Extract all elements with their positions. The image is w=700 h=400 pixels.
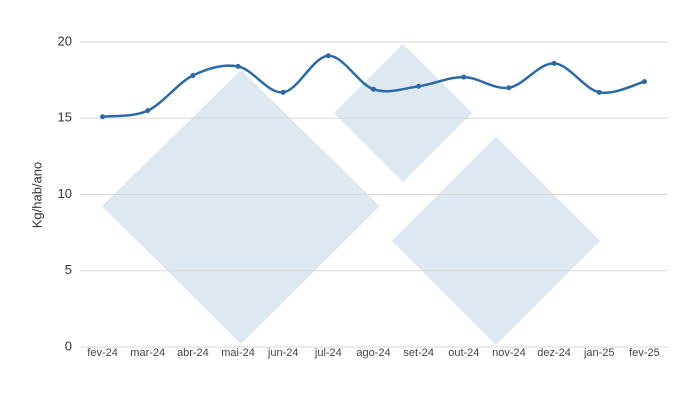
- watermark: [102, 44, 600, 345]
- x-tick-label: set-24: [403, 347, 434, 359]
- x-tick-label: mar-24: [130, 347, 165, 359]
- y-tick-label: 10: [58, 186, 72, 201]
- x-tick-label: abr-24: [177, 347, 209, 359]
- watermark-diamond: [392, 137, 600, 345]
- x-tick-label: out-24: [448, 347, 479, 359]
- point: [325, 53, 331, 59]
- point: [235, 63, 241, 69]
- x-tick-label: nov-24: [492, 347, 526, 359]
- point: [145, 108, 151, 114]
- point: [190, 73, 196, 79]
- point: [551, 60, 557, 66]
- x-tick-label: jan-25: [583, 347, 615, 359]
- x-tick-label: jun-24: [267, 347, 299, 359]
- x-tick-label: fev-25: [629, 347, 660, 359]
- x-tick-label: jul-24: [314, 347, 342, 359]
- point: [371, 86, 376, 92]
- point: [100, 114, 106, 120]
- point: [506, 85, 512, 91]
- watermark-diamond: [334, 44, 472, 182]
- x-tick-label: dez-24: [537, 347, 571, 359]
- y-axis-label: Kg/hab/ano: [29, 162, 44, 229]
- point: [416, 83, 422, 89]
- x-tick-label: ago-24: [356, 347, 390, 359]
- y-tick-label: 0: [65, 338, 72, 353]
- x-tick-label: mai-24: [221, 347, 255, 359]
- point: [461, 74, 467, 80]
- x-tick-label: fev-24: [87, 347, 118, 359]
- y-tick-label: 15: [58, 110, 72, 125]
- point: [641, 79, 647, 85]
- y-tick-label: 20: [58, 33, 72, 48]
- y-tick-label: 5: [65, 262, 72, 277]
- point: [596, 89, 602, 95]
- point: [280, 89, 286, 95]
- watermark-diamond: [102, 70, 380, 344]
